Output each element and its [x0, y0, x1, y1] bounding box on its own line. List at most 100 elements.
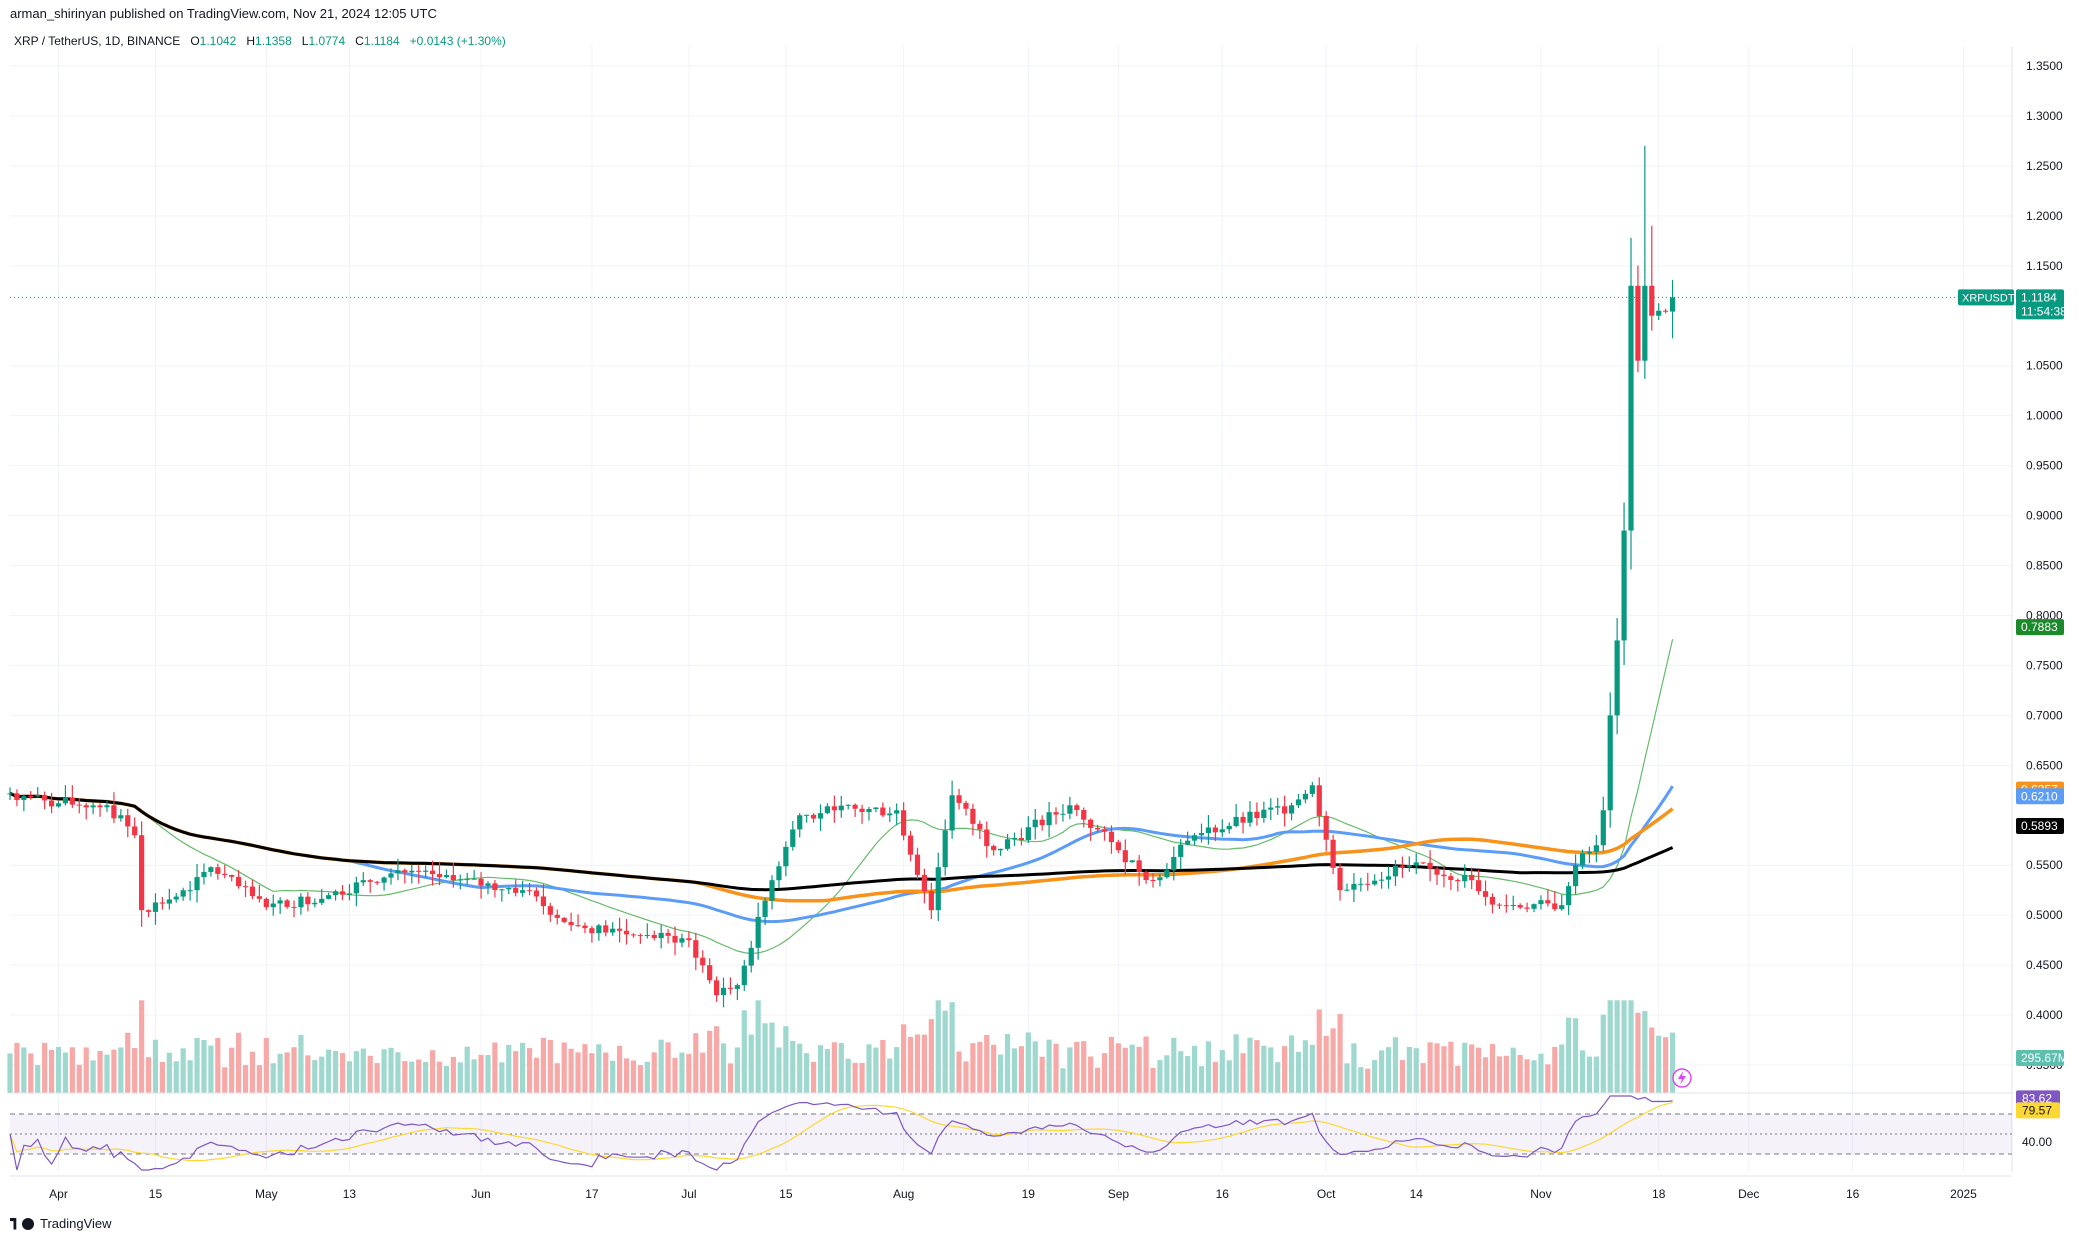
candle	[1663, 310, 1669, 312]
candle	[1115, 842, 1121, 851]
candle	[1240, 816, 1246, 823]
candle	[561, 917, 567, 923]
price-axis[interactable]: 1.3500 1.3000 1.2500 1.2000 1.1500 1.0500 1.00…	[1958, 46, 2068, 1172]
candle	[1635, 285, 1641, 361]
volume-bar	[339, 1053, 346, 1093]
volume-bar	[1482, 1057, 1489, 1093]
candle	[603, 925, 609, 933]
volume-bar	[1503, 1055, 1509, 1093]
candle	[42, 795, 48, 801]
volume-bar	[1475, 1047, 1482, 1093]
volume-bar	[1538, 1053, 1544, 1093]
candle	[824, 806, 831, 814]
volume-bar	[7, 1053, 13, 1093]
volume-bar	[1330, 1028, 1336, 1093]
volume-bar	[914, 1034, 921, 1093]
candle	[1212, 827, 1218, 833]
volume-bar	[450, 1056, 456, 1093]
candle	[1074, 805, 1080, 810]
price-tick-label: 0.9000	[2026, 509, 2063, 523]
candle	[1143, 872, 1149, 880]
candle	[367, 880, 373, 882]
candle	[1579, 853, 1586, 866]
low-label: L	[301, 34, 309, 48]
candle	[568, 922, 574, 926]
symbol-info-bar[interactable]: XRP / TetherUS, 1D, BINANCE O1.1042 H1.1…	[14, 34, 506, 48]
candle	[1538, 900, 1544, 905]
candle	[166, 899, 172, 904]
volume-bar	[1171, 1037, 1177, 1093]
volume-bar	[949, 1002, 955, 1093]
rsi-label-value: 79.57	[2022, 1103, 2052, 1117]
volume-bars	[7, 1000, 1676, 1093]
volume-bar	[28, 1053, 34, 1093]
volume-bar	[402, 1061, 408, 1093]
candle	[478, 878, 484, 886]
volume-bar	[1226, 1060, 1232, 1093]
volume-bar	[831, 1042, 837, 1093]
time-tick-label: 16	[1846, 1187, 1860, 1201]
candle	[319, 898, 325, 903]
volume-bar	[173, 1061, 179, 1093]
candle	[513, 888, 519, 893]
volume-bar	[1462, 1042, 1468, 1093]
volume-bar	[513, 1051, 519, 1093]
volume-bar	[727, 1063, 734, 1093]
candle	[1572, 865, 1579, 887]
volume-bar	[256, 1065, 262, 1093]
candle	[1157, 877, 1163, 881]
candle	[104, 805, 110, 808]
volume-bar	[1254, 1040, 1260, 1093]
candle	[1566, 886, 1572, 906]
candle	[1011, 838, 1018, 840]
publisher-line: arman_shirinyan published on TradingView…	[10, 6, 437, 21]
close-label: C	[355, 34, 364, 48]
volume-bar	[1191, 1045, 1198, 1093]
volume-bar	[76, 1064, 82, 1093]
volume-bar	[1337, 1014, 1343, 1093]
candle	[907, 835, 914, 855]
candle	[1524, 907, 1530, 909]
candle	[623, 930, 630, 935]
candle	[713, 980, 720, 996]
lightning-icon[interactable]	[1672, 1068, 1692, 1088]
volume-bar	[1233, 1034, 1239, 1093]
volume-bar	[1372, 1060, 1378, 1093]
candle	[776, 866, 782, 881]
candle	[1088, 819, 1094, 828]
volume-bar	[55, 1046, 62, 1093]
price-label-timer: 11:54:38	[2021, 304, 2067, 318]
rsi-label: 40.00	[2016, 1134, 2060, 1150]
time-axis[interactable]: Apr 15 May 13 Jun 17 Jul 15 Aug 19 Sep 16 Oct 14 Nov 18…	[10, 1175, 2012, 1201]
volume-bar	[651, 1052, 657, 1093]
candle	[596, 925, 602, 934]
candle	[395, 870, 401, 874]
candle	[921, 874, 928, 892]
candle	[914, 854, 921, 875]
tradingview-brand[interactable]: TradingView	[10, 1216, 112, 1231]
volume-bar	[1552, 1046, 1558, 1093]
volume-bar	[1510, 1047, 1516, 1093]
rsi-ma-line	[9, 1102, 1673, 1162]
volume-bar	[762, 1023, 768, 1093]
candle	[1032, 819, 1038, 828]
volume-bar	[1392, 1037, 1399, 1093]
candle	[1358, 883, 1364, 885]
volume-bar	[1649, 1027, 1655, 1093]
candle	[305, 896, 311, 905]
volume-bar	[62, 1052, 69, 1093]
volume-bar	[506, 1044, 512, 1093]
candle	[679, 938, 685, 943]
candle	[76, 804, 82, 806]
candle	[1254, 811, 1260, 819]
candle	[540, 896, 547, 907]
candle	[436, 874, 443, 878]
time-tick-label: Jun	[471, 1187, 490, 1201]
volume-bar	[1143, 1036, 1149, 1093]
candle	[1614, 640, 1620, 716]
candle	[1046, 812, 1052, 826]
candle	[970, 808, 976, 824]
